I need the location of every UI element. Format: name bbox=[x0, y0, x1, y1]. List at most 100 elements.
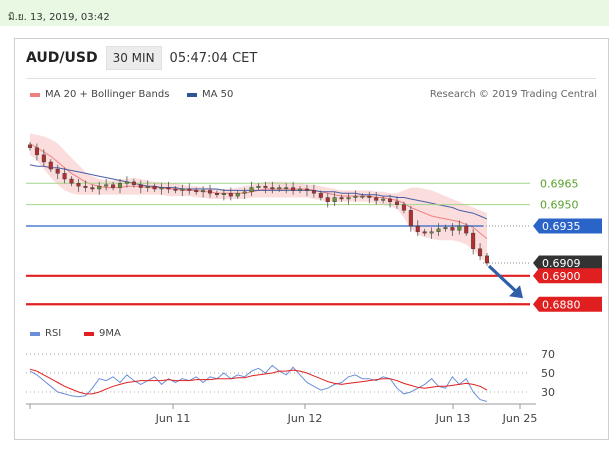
candle-body bbox=[41, 154, 46, 163]
candle-body bbox=[298, 188, 303, 191]
candle-body bbox=[429, 231, 434, 234]
candle-body bbox=[332, 197, 337, 203]
candle-body bbox=[394, 201, 399, 205]
legend-9ma: 9MA bbox=[84, 328, 121, 339]
level-tag-4 bbox=[533, 268, 602, 284]
level-label-5: 0.6880 bbox=[542, 298, 581, 311]
ma50-swatch bbox=[187, 92, 197, 97]
candle-body bbox=[471, 232, 476, 249]
candle-body bbox=[76, 183, 81, 187]
candle-body bbox=[304, 188, 309, 191]
candle-body bbox=[48, 161, 53, 170]
level-label-1: 0.6950 bbox=[540, 199, 579, 212]
candle-body bbox=[90, 187, 95, 190]
rsi-level-label-2: 30 bbox=[541, 386, 555, 399]
timestamp-bar: มิ.ย. 13, 2019, 03:42 bbox=[0, 0, 609, 26]
candle-body bbox=[34, 147, 39, 156]
rsi-line bbox=[29, 364, 488, 402]
level-label-0: 0.6965 bbox=[540, 177, 579, 190]
candle-body bbox=[235, 193, 240, 197]
candle-body bbox=[159, 187, 164, 190]
timestamp-text: มิ.ย. 13, 2019, 03:42 bbox=[8, 12, 110, 23]
candle-body bbox=[318, 193, 323, 198]
candle-body bbox=[83, 185, 88, 188]
candle-body bbox=[104, 184, 109, 187]
level-label-3: 0.6909 bbox=[542, 257, 581, 270]
candle-body bbox=[118, 183, 123, 188]
candle-body bbox=[173, 188, 178, 191]
bollinger-band bbox=[30, 133, 487, 265]
candle-body bbox=[464, 225, 469, 234]
ma20-label: MA 20 + Bollinger Bands bbox=[45, 89, 170, 100]
research-credit: Research © 2019 Trading Central bbox=[429, 89, 597, 100]
candle-body bbox=[277, 187, 282, 190]
candle-body bbox=[152, 185, 157, 190]
x-tick-label-3: Jun 25 bbox=[502, 412, 538, 425]
chart-time: 05:47:04 CET bbox=[169, 50, 258, 66]
candle-body bbox=[325, 197, 330, 203]
candle-body bbox=[457, 225, 462, 231]
candles bbox=[28, 142, 490, 266]
candle-body bbox=[381, 198, 386, 201]
candle-body bbox=[339, 197, 344, 200]
candle-body bbox=[180, 188, 185, 191]
rsi-ma9-line bbox=[29, 368, 488, 395]
rsi-level-label-1: 50 bbox=[541, 367, 555, 380]
candle-body bbox=[374, 197, 379, 201]
candle-body bbox=[194, 190, 199, 193]
chart-header: AUD/USD 30 MIN 05:47:04 CET bbox=[26, 44, 257, 72]
candle-body bbox=[138, 184, 143, 188]
candle-body bbox=[422, 231, 427, 234]
candle-body bbox=[485, 255, 490, 264]
instrument-label: AUD/USD bbox=[26, 50, 98, 66]
candle-body bbox=[311, 190, 316, 194]
level-tag-3 bbox=[533, 255, 602, 271]
candle-body bbox=[166, 187, 171, 190]
candle-body bbox=[388, 198, 393, 203]
candle-body bbox=[256, 185, 261, 188]
candle-body bbox=[401, 204, 406, 211]
level-label-4: 0.6900 bbox=[542, 270, 581, 283]
legend-rsi: RSI bbox=[30, 328, 61, 339]
candle-body bbox=[478, 248, 483, 257]
candle-body bbox=[242, 191, 247, 194]
candle-body bbox=[367, 195, 372, 198]
candle-body bbox=[353, 195, 358, 198]
legend-ma20: MA 20 + Bollinger Bands bbox=[30, 89, 169, 100]
level-label-2: 0.6935 bbox=[542, 220, 581, 233]
level-tag-2 bbox=[533, 218, 602, 234]
candle-body bbox=[228, 193, 233, 197]
candle-body bbox=[270, 187, 275, 190]
rsi-swatch bbox=[30, 331, 40, 336]
candle-body bbox=[291, 187, 296, 191]
candle-body bbox=[263, 185, 268, 188]
candle-body bbox=[97, 185, 102, 190]
candle-body bbox=[124, 181, 129, 184]
candle-body bbox=[55, 168, 60, 174]
candle-body bbox=[450, 227, 455, 231]
candle-body bbox=[201, 190, 206, 193]
candle-body bbox=[187, 188, 192, 191]
rsi-level-label-0: 70 bbox=[541, 348, 555, 361]
candle-body bbox=[208, 190, 213, 194]
forecast-arrow-shaft bbox=[487, 264, 519, 294]
ma9-label: 9MA bbox=[99, 328, 121, 339]
candle-body bbox=[69, 178, 74, 184]
candle-body bbox=[145, 185, 150, 188]
ma20-swatch bbox=[30, 92, 40, 97]
candle-body bbox=[214, 193, 219, 195]
forecast-arrow-head bbox=[509, 285, 523, 299]
timeframe-button[interactable]: 30 MIN bbox=[105, 46, 162, 70]
candle-body bbox=[249, 187, 254, 193]
candle-body bbox=[28, 144, 33, 148]
legend-ma50: MA 50 bbox=[187, 89, 233, 100]
candle-body bbox=[436, 228, 441, 232]
ma9-swatch bbox=[84, 331, 94, 336]
candle-body bbox=[62, 173, 67, 180]
x-tick-label-0: Jun 11 bbox=[155, 412, 191, 425]
candle-body bbox=[284, 187, 289, 189]
x-tick-label-2: Jun 13 bbox=[435, 412, 471, 425]
candle-body bbox=[415, 225, 420, 232]
ma50-label: MA 50 bbox=[202, 89, 234, 100]
candle-body bbox=[443, 227, 448, 230]
